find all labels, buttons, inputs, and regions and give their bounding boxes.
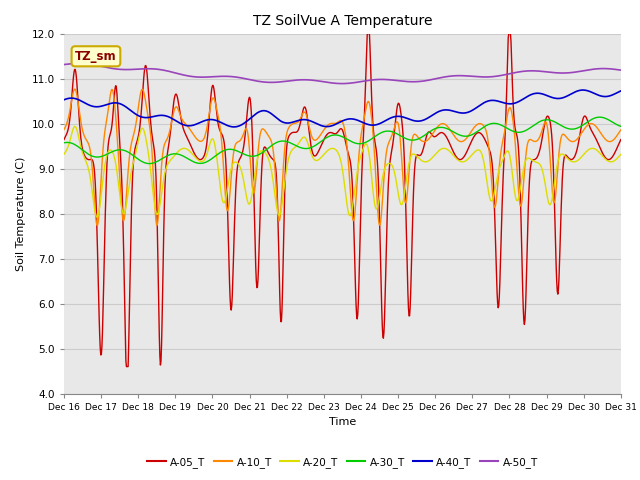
Text: TZ_sm: TZ_sm [75, 50, 116, 63]
A-05_T [506, 31, 513, 36]
X-axis label: Time: Time [329, 417, 356, 427]
Line: A-40_T: A-40_T [64, 90, 621, 127]
A-40_T [617, 88, 625, 94]
A-50_T [444, 73, 451, 79]
A-20_T [495, 166, 503, 172]
Line: A-50_T: A-50_T [64, 63, 621, 84]
Legend: A-05_T, A-10_T, A-20_T, A-30_T, A-40_T, A-50_T: A-05_T, A-10_T, A-20_T, A-30_T, A-40_T, … [143, 453, 542, 472]
A-05_T [306, 134, 314, 140]
A-30_T [306, 145, 314, 151]
A-30_T [60, 140, 68, 146]
A-05_T [123, 364, 131, 370]
A-10_T [506, 105, 513, 111]
A-30_T [617, 123, 625, 129]
A-50_T [60, 61, 68, 67]
A-05_T [617, 137, 625, 143]
A-30_T [505, 126, 513, 132]
Line: A-30_T: A-30_T [64, 117, 621, 164]
A-05_T [286, 132, 294, 138]
A-40_T [306, 118, 314, 123]
A-50_T [118, 67, 125, 72]
A-50_T [306, 77, 314, 83]
A-50_T [339, 81, 346, 86]
A-10_T [118, 209, 126, 215]
A-10_T [71, 86, 79, 92]
Y-axis label: Soil Temperature (C): Soil Temperature (C) [16, 156, 26, 271]
A-30_T [443, 126, 451, 132]
A-40_T [443, 107, 451, 113]
A-50_T [286, 78, 294, 84]
Line: A-20_T: A-20_T [64, 126, 621, 217]
A-20_T [617, 152, 625, 157]
A-30_T [145, 161, 153, 167]
Title: TZ SoilVue A Temperature: TZ SoilVue A Temperature [253, 14, 432, 28]
A-20_T [93, 214, 100, 220]
A-10_T [444, 123, 451, 129]
Line: A-10_T: A-10_T [64, 89, 621, 226]
A-30_T [286, 140, 294, 145]
Line: A-05_T: A-05_T [64, 34, 621, 367]
A-20_T [307, 148, 314, 154]
A-20_T [506, 151, 513, 157]
A-20_T [444, 147, 451, 153]
A-20_T [60, 151, 68, 157]
A-05_T [444, 136, 451, 142]
A-05_T [364, 31, 372, 36]
A-40_T [579, 87, 587, 93]
A-40_T [495, 98, 502, 104]
A-10_T [287, 123, 294, 129]
A-40_T [117, 101, 125, 107]
A-40_T [286, 120, 294, 126]
A-50_T [617, 67, 625, 73]
A-30_T [495, 121, 502, 127]
A-20_T [287, 150, 294, 156]
A-30_T [596, 114, 604, 120]
A-10_T [495, 164, 503, 169]
A-50_T [495, 73, 503, 79]
A-05_T [495, 294, 503, 300]
A-20_T [71, 123, 79, 129]
A-10_T [60, 127, 68, 132]
A-40_T [230, 124, 238, 130]
A-20_T [118, 207, 126, 213]
A-40_T [60, 97, 68, 103]
A-30_T [117, 147, 125, 153]
A-10_T [307, 129, 314, 135]
A-40_T [505, 101, 513, 107]
A-50_T [76, 60, 83, 66]
A-05_T [60, 137, 68, 143]
A-10_T [617, 127, 625, 133]
A-10_T [93, 223, 101, 228]
A-50_T [506, 71, 513, 77]
A-05_T [117, 159, 125, 165]
